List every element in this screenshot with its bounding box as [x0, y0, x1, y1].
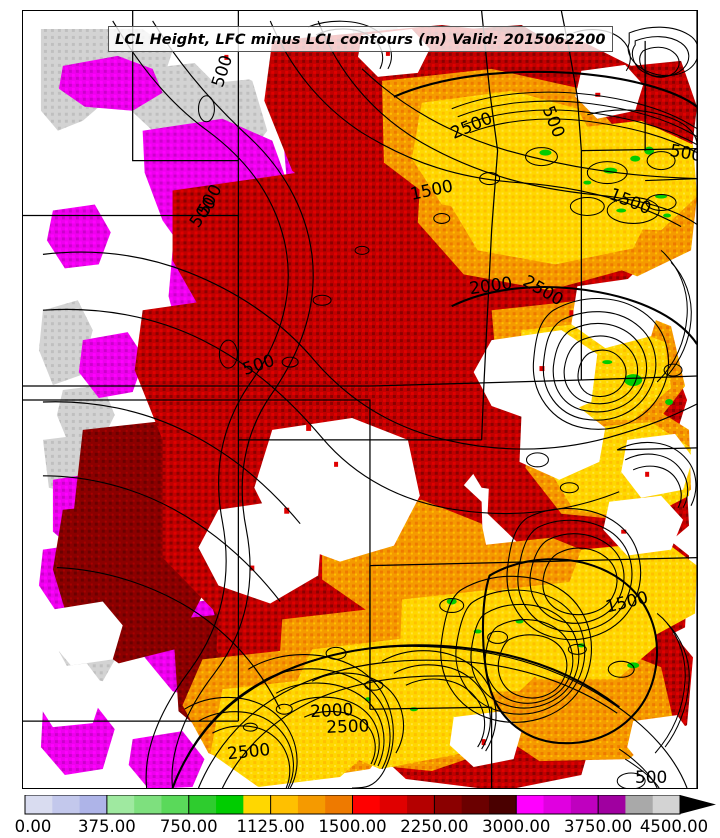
colorbar-swatch	[25, 795, 53, 814]
colorbar-tick-label: 750.00	[160, 817, 218, 836]
contour-label: 2500	[226, 739, 271, 763]
colorbar-swatch	[434, 795, 463, 814]
contour-label: 2500	[326, 715, 370, 736]
plot-title-banner: LCL Height, LFC minus LCL contours (m) V…	[108, 26, 613, 52]
colorbar-labels: 0.00 375.00 750.00 1125.00 1500.00 2250.00 300…	[15, 817, 708, 836]
colorbar-swatch	[516, 795, 545, 814]
colorbar-swatch	[352, 795, 381, 814]
colorbar-swatch	[52, 795, 81, 814]
colorbar-swatch	[79, 795, 108, 814]
colorbar-swatch	[243, 795, 272, 814]
colorbar-swatch	[461, 795, 490, 814]
colorbar-swatch	[161, 795, 190, 814]
colorbar-swatch	[625, 795, 654, 814]
colorbar-swatch	[188, 795, 217, 814]
plot-title-text: LCL Height, LFC minus LCL contours (m) V…	[115, 32, 606, 48]
colorbar-swatch	[134, 795, 163, 814]
colorbar-tick-label: 1500.00	[318, 817, 386, 836]
colorbar-svg: 0.00 375.00 750.00 1125.00 1500.00 2250.00 300…	[15, 795, 716, 836]
colorbar-swatch	[570, 795, 599, 814]
contour-label: 2000	[310, 699, 354, 721]
colorbar-tick-label: 1125.00	[237, 817, 305, 836]
colorbar-tick-label: 375.00	[78, 817, 136, 836]
field-isolated-specks	[224, 50, 650, 746]
colorbar-swatches	[25, 795, 681, 814]
colorbar-extend-arrow	[680, 795, 716, 814]
colorbar-swatch	[598, 795, 627, 814]
colorbar-ticks	[106, 795, 599, 814]
contour-lines	[42, 20, 697, 788]
colorbar-tick-label: 2250.00	[400, 817, 468, 836]
colorbar-swatch	[270, 795, 299, 814]
colorbar-swatch	[543, 795, 572, 814]
colorbar-swatch	[407, 795, 435, 814]
colorbar-tick-label: 3750.00	[564, 817, 632, 836]
colorbar-swatch	[652, 795, 681, 814]
colorbar-tick-label: 3000.00	[482, 817, 550, 836]
colorbar-swatch	[379, 795, 408, 814]
colorbar: 0.00 375.00 750.00 1125.00 1500.00 2250.00 300…	[0, 795, 720, 838]
colorbar-tick-label: 0.00	[15, 817, 52, 836]
colorbar-swatch	[488, 795, 517, 814]
colorbar-swatch	[106, 795, 135, 814]
contour-label: 500	[635, 767, 667, 787]
colorbar-swatch	[216, 795, 244, 814]
colorbar-tick-label: 4500.00	[640, 817, 708, 836]
map-panel: 500 500 500 500 2500 1500 1500 500 500 2000 2500 15…	[22, 10, 698, 789]
colorbar-swatch	[325, 795, 354, 814]
colorbar-swatch	[297, 795, 326, 814]
state-boundaries	[23, 11, 697, 788]
